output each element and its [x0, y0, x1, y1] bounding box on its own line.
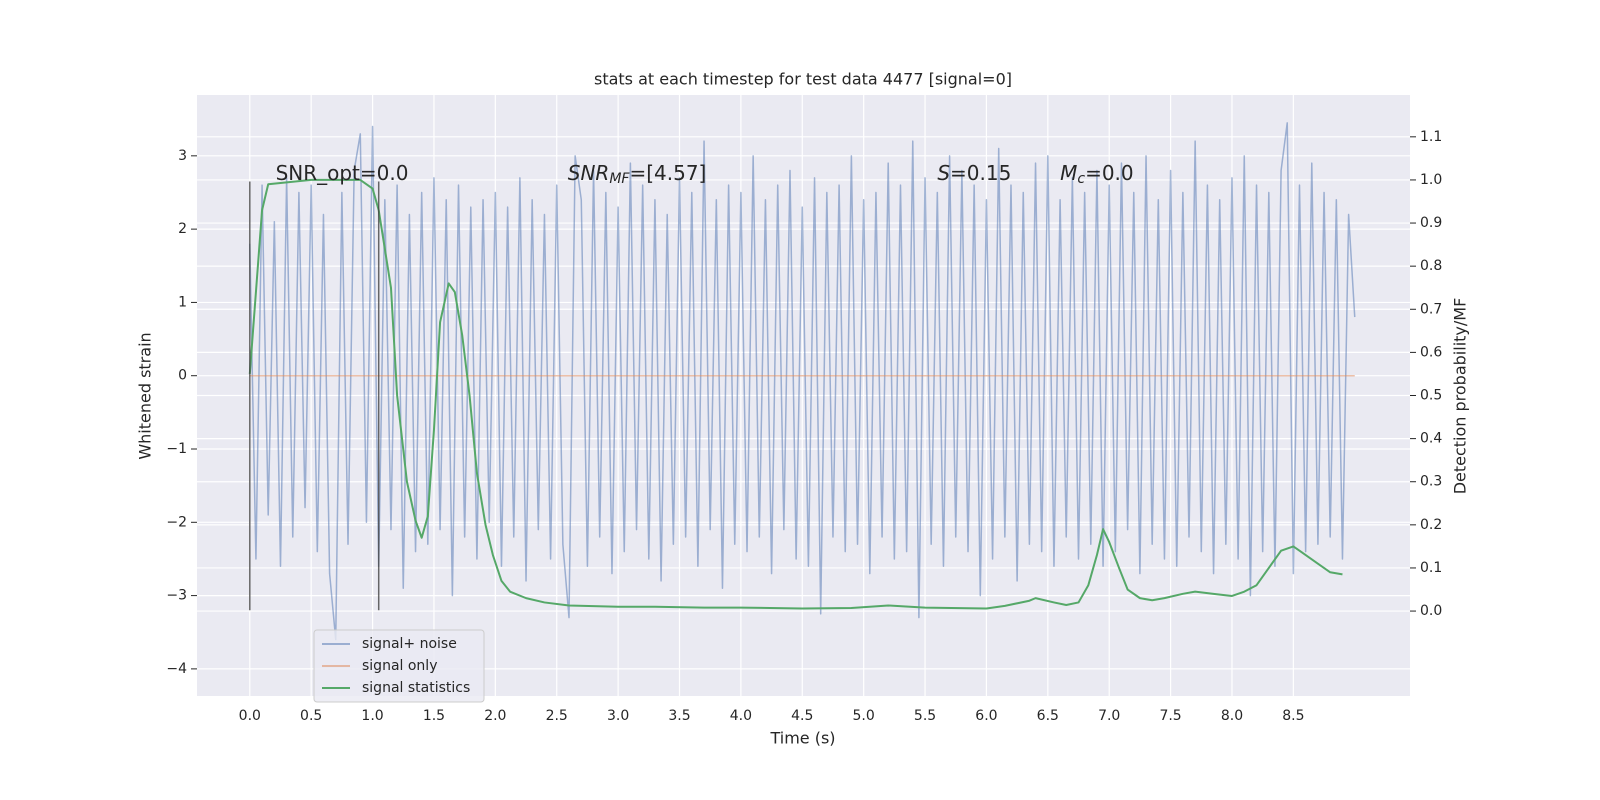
y2-tick-label: 0.2 [1420, 517, 1442, 533]
annotation-part: =[4.57] [629, 161, 706, 185]
y2-tick-label: 0.7 [1420, 301, 1442, 317]
x-tick-label: 5.0 [853, 708, 875, 724]
x-tick-label: 1.0 [361, 708, 383, 724]
x-tick-label: 4.0 [730, 708, 752, 724]
y-tick-label: 2 [178, 221, 187, 237]
x-tick-label: 1.5 [423, 708, 445, 724]
y-tick-label: −2 [166, 514, 187, 530]
legend-label: signal only [362, 658, 437, 674]
annotation-part: M [1060, 161, 1077, 185]
y2-tick-label: 1.0 [1420, 172, 1442, 188]
y2-tick-label: 0.4 [1420, 431, 1442, 447]
y2-tick-label: 0.5 [1420, 388, 1442, 404]
series-line [249, 122, 1356, 641]
annotation: SNR_opt=0.0 [276, 161, 409, 185]
x-axis-label: Time (s) [769, 729, 835, 748]
y2-tick-label: 0.1 [1420, 560, 1442, 576]
x-tick-label: 7.5 [1159, 708, 1181, 724]
annotation-part: =0.0 [1085, 161, 1134, 185]
x-tick-label: 5.5 [914, 708, 936, 724]
legend-label: signal statistics [362, 680, 470, 696]
annotation-part: MF [609, 171, 630, 187]
chart-title: stats at each timestep for test data 447… [594, 70, 1012, 89]
y-tick-label: 0 [178, 368, 187, 384]
y2-tick-label: 0.8 [1420, 258, 1442, 274]
annotation: S=0.15 [937, 161, 1011, 185]
y-tick-label: −1 [166, 441, 187, 457]
x-tick-label: 3.5 [668, 708, 690, 724]
x-tick-label: 3.0 [607, 708, 629, 724]
y2-tick-label: 0.6 [1420, 344, 1442, 360]
legend: signal+ noise signal only signal statistic… [313, 629, 485, 703]
y2-axis-label: Detection probability/MF [1451, 298, 1470, 495]
x-tick-label: 8.5 [1282, 708, 1304, 724]
x-tick-label: 6.5 [1037, 708, 1059, 724]
y2-tick-label: 0.9 [1420, 215, 1442, 231]
legend-box [313, 629, 485, 703]
annotation-part: SNR_opt=0.0 [276, 161, 409, 185]
y-axis-label: Whitened strain [136, 332, 155, 459]
annotation: SNRMF=[4.57] [568, 161, 707, 188]
y-tick-label: 1 [178, 294, 187, 310]
legend-label: signal+ noise [362, 636, 457, 652]
x-tick-label: 8.0 [1221, 708, 1243, 724]
annotation-part: S [937, 161, 950, 185]
y2-tick-label: 1.1 [1420, 129, 1442, 145]
series-line [248, 178, 1343, 610]
y-tick-label: −3 [166, 588, 187, 604]
y2-tick-label: 0.3 [1420, 474, 1442, 490]
x-tick-label: 0.0 [239, 708, 261, 724]
y2-tick-label: 0.0 [1420, 603, 1442, 619]
y-tick-label: −4 [166, 661, 187, 677]
annotation-part: c [1077, 171, 1085, 187]
y-tick-label: 3 [178, 148, 187, 164]
annotation-part: SNR [568, 161, 610, 185]
x-tick-label: 0.5 [300, 708, 322, 724]
x-tick-label: 7.0 [1098, 708, 1120, 724]
annotation: Mc=0.0 [1060, 161, 1134, 188]
annotation-part: =0.15 [950, 161, 1011, 185]
x-tick-label: 2.5 [546, 708, 568, 724]
x-tick-label: 4.5 [791, 708, 813, 724]
x-tick-label: 2.0 [484, 708, 506, 724]
x-tick-label: 6.0 [975, 708, 997, 724]
